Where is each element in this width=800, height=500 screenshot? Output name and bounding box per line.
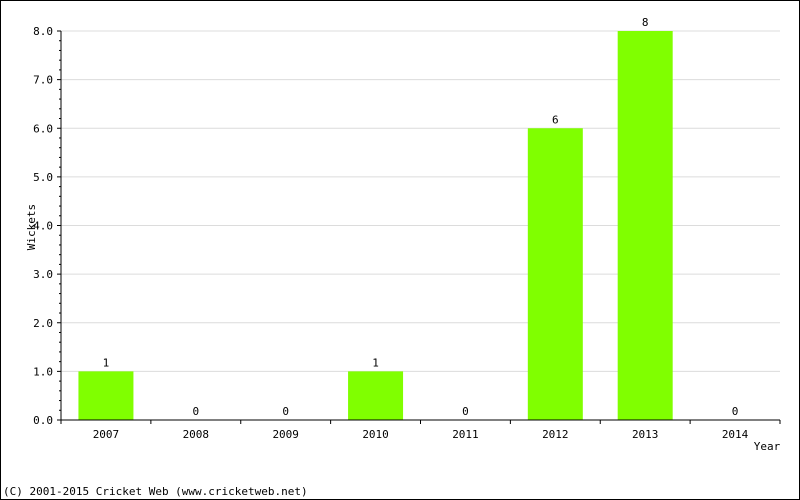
x-tick-labels: 2007 2008 2009 2010 2011 2012 2013 2014	[93, 428, 749, 441]
bar-2012	[527, 128, 583, 420]
bar-2007	[78, 371, 134, 420]
y-tick-label: 5.0	[33, 171, 53, 184]
data-label-2014: 0	[732, 405, 739, 418]
x-tick-label-2009: 2009	[272, 428, 299, 441]
data-label-2011: 0	[462, 405, 469, 418]
bars	[78, 31, 673, 420]
y-tick-label: 7.0	[33, 74, 53, 87]
data-label-2010: 1	[372, 356, 379, 369]
gridlines	[61, 30, 780, 372]
y-tick-label: 0.0	[33, 414, 53, 427]
y-tick-label: 4.0	[33, 220, 53, 233]
x-tick-label-2012: 2012	[542, 428, 569, 441]
data-label-2013: 8	[642, 16, 649, 29]
data-label-2008: 0	[193, 405, 200, 418]
y-tick-label: 2.0	[33, 317, 53, 330]
bar-2010	[348, 371, 404, 420]
x-tick-label-2008: 2008	[183, 428, 210, 441]
x-tick-label-2010: 2010	[362, 428, 389, 441]
y-tick-label: 8.0	[33, 25, 53, 38]
data-labels: 1 0 0 1 0 6 8 0	[103, 16, 739, 418]
data-label-2009: 0	[282, 405, 289, 418]
copyright-footer: (C) 2001-2015 Cricket Web (www.cricketwe…	[3, 485, 308, 498]
x-tick-label-2007: 2007	[93, 428, 120, 441]
data-label-2012: 6	[552, 113, 559, 126]
y-axis-title: Wickets	[25, 204, 38, 250]
x-tick-label-2013: 2013	[632, 428, 659, 441]
y-tick-label: 6.0	[33, 122, 53, 135]
data-label-2007: 1	[103, 356, 110, 369]
x-axis-title: Year	[754, 440, 781, 453]
y-tick-label: 3.0	[33, 268, 53, 281]
axes	[57, 30, 781, 424]
x-tick-label-2014: 2014	[722, 428, 749, 441]
bar-2013	[617, 31, 673, 420]
y-tick-label: 1.0	[33, 365, 53, 378]
x-tick-label-2011: 2011	[452, 428, 479, 441]
y-tick-labels: 0.0 1.0 2.0 3.0 4.0 5.0 6.0 7.0 8.0	[33, 25, 53, 427]
